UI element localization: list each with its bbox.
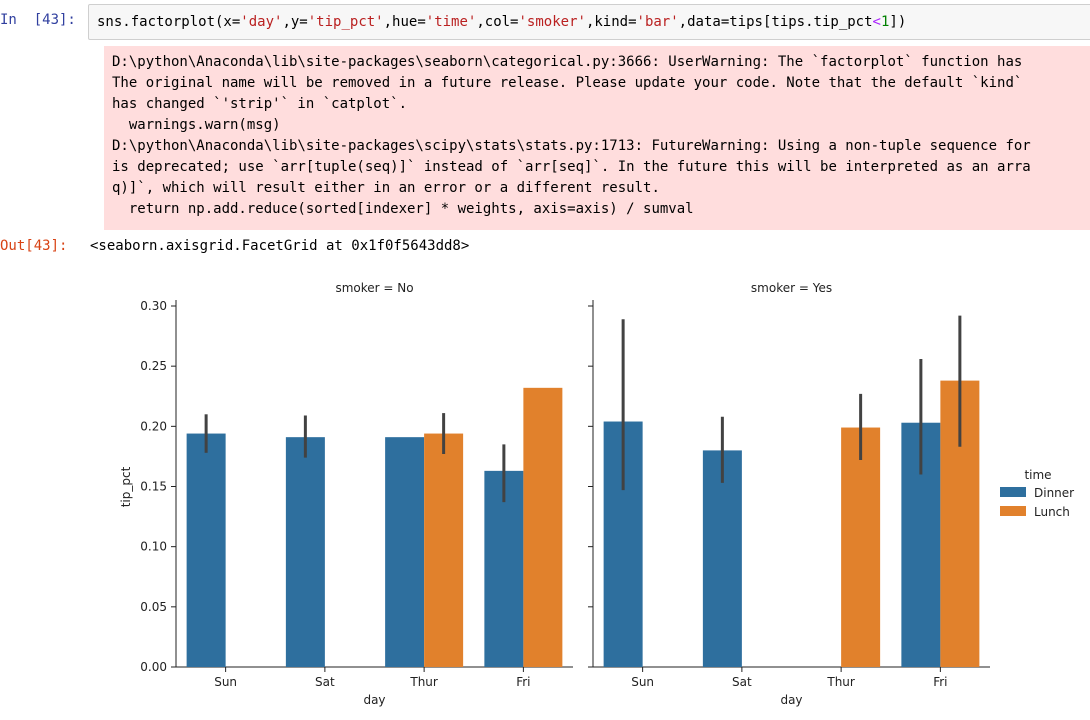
stderr-line: D:\python\Anaconda\lib\site-packages\sci… bbox=[112, 138, 1031, 154]
x-tick-label: Sun bbox=[631, 675, 654, 689]
code-token: 1 bbox=[880, 14, 890, 30]
stderr-line: q)]`, which will result either in an err… bbox=[112, 180, 660, 196]
x-tick-label: Fri bbox=[933, 675, 947, 689]
stderr-output: D:\python\Anaconda\lib\site-packages\sea… bbox=[104, 46, 1090, 230]
code-token: 'bar' bbox=[636, 14, 679, 30]
code-token: 'smoker' bbox=[518, 14, 586, 30]
legend-title: time bbox=[1024, 468, 1051, 482]
panel-title: smoker = Yes bbox=[751, 281, 832, 295]
legend-label: Lunch bbox=[1034, 505, 1070, 519]
bar-dinner bbox=[385, 437, 425, 667]
y-tick-label: 0.25 bbox=[140, 359, 167, 373]
stderr-line: has changed `'strip'` in `catplot`. bbox=[112, 96, 408, 112]
output-repr: <seaborn.axisgrid.FacetGrid at 0x1f0f564… bbox=[90, 238, 470, 254]
code-line: sns.factorplot(x='day',y='tip_pct',hue='… bbox=[97, 14, 906, 30]
y-axis-label: tip_pct bbox=[119, 466, 133, 507]
bar-lunch bbox=[841, 427, 881, 667]
code-token: ]) bbox=[889, 14, 907, 30]
bar-lunch bbox=[424, 433, 464, 667]
bar-dinner bbox=[702, 450, 742, 667]
bar-dinner bbox=[285, 437, 325, 667]
x-axis-label: day bbox=[780, 693, 802, 707]
x-tick-label: Sat bbox=[732, 675, 752, 689]
y-tick-label: 0.20 bbox=[140, 419, 167, 433]
y-tick-label: 0.30 bbox=[140, 299, 167, 313]
stderr-line: is deprecated; use `arr[tuple(seq)]` ins… bbox=[112, 159, 1031, 175]
code-cell-input[interactable]: sns.factorplot(x='day',y='tip_pct',hue='… bbox=[88, 4, 1090, 40]
legend-swatch-lunch bbox=[1000, 506, 1026, 516]
x-tick-label: Sat bbox=[315, 675, 335, 689]
code-token: ,kind= bbox=[585, 14, 637, 30]
x-tick-label: Fri bbox=[516, 675, 530, 689]
bar-dinner bbox=[484, 470, 524, 667]
input-prompt: In [43]: bbox=[0, 12, 76, 28]
x-axis-label: day bbox=[363, 693, 385, 707]
output-prompt: Out[43]: bbox=[0, 238, 68, 254]
code-token: 'day' bbox=[240, 14, 283, 30]
code-token: sns.factorplot(x= bbox=[97, 14, 241, 30]
code-token: 'time' bbox=[425, 14, 477, 30]
bar-lunch bbox=[523, 387, 563, 667]
stderr-line: D:\python\Anaconda\lib\site-packages\sea… bbox=[112, 54, 1023, 70]
code-token: ,hue= bbox=[383, 14, 426, 30]
code-token: ,data=tips[tips.tip_pct bbox=[678, 14, 873, 30]
x-tick-label: Thur bbox=[409, 675, 438, 689]
y-tick-label: 0.10 bbox=[140, 540, 167, 554]
stderr-line: The original name will be removed in a f… bbox=[112, 75, 1023, 91]
code-token: ,col= bbox=[476, 14, 519, 30]
legend-label: Dinner bbox=[1034, 486, 1074, 500]
code-token: < bbox=[872, 14, 881, 30]
code-token: ,y= bbox=[282, 14, 308, 30]
y-tick-label: 0.05 bbox=[140, 600, 167, 614]
code-token: 'tip_pct' bbox=[307, 14, 384, 30]
bar-dinner bbox=[186, 433, 226, 667]
stderr-line: warnings.warn(msg) bbox=[112, 117, 281, 133]
legend-swatch-dinner bbox=[1000, 487, 1026, 497]
stderr-line: return np.add.reduce(sorted[indexer] * w… bbox=[112, 201, 694, 217]
y-tick-label: 0.00 bbox=[140, 660, 167, 674]
panel-title: smoker = No bbox=[335, 281, 413, 295]
x-tick-label: Thur bbox=[826, 675, 855, 689]
y-tick-label: 0.15 bbox=[140, 480, 167, 494]
x-tick-label: Sun bbox=[214, 675, 237, 689]
